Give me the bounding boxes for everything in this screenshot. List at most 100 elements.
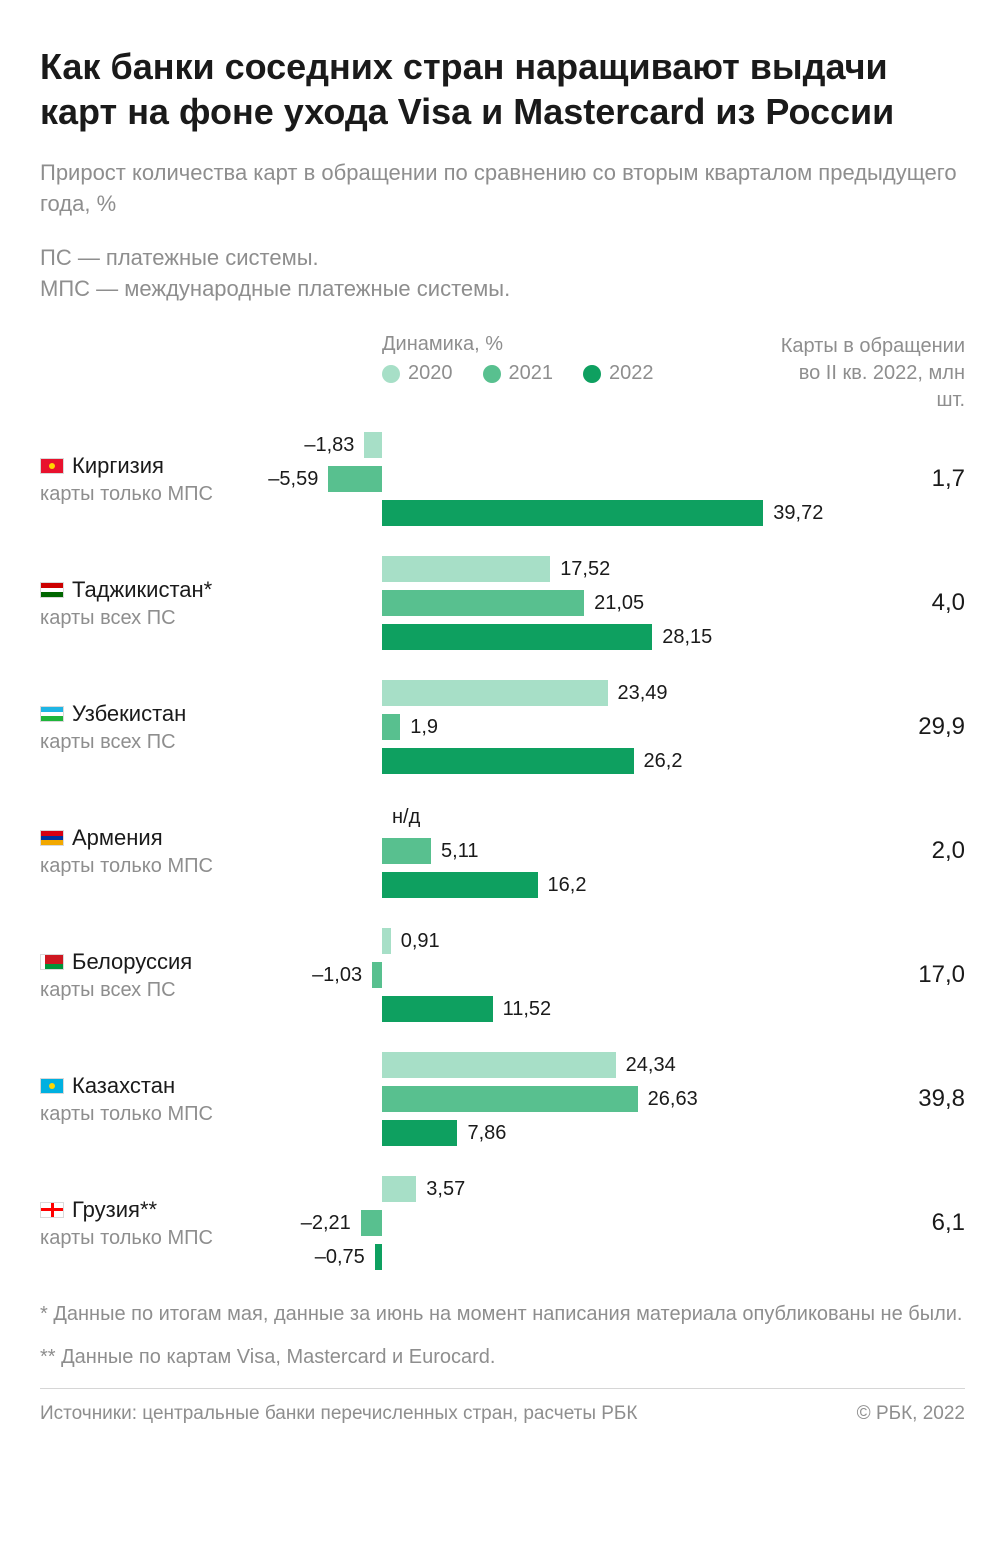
bar-wrap: –1,03 bbox=[292, 962, 772, 988]
bar bbox=[361, 1210, 382, 1236]
bar-wrap: 7,86 bbox=[292, 1120, 772, 1146]
bar bbox=[372, 962, 382, 988]
flag-icon bbox=[40, 1202, 64, 1218]
right-column-header: Карты в обращении во II кв. 2022, млн шт… bbox=[772, 333, 965, 414]
legend-label: 2021 bbox=[509, 362, 554, 385]
legend-item: 2020 bbox=[382, 362, 453, 385]
bar-wrap: 26,2 bbox=[292, 748, 772, 774]
cards-in-circulation-value: 39,8 bbox=[772, 1085, 965, 1113]
glossary-line: ПС — платежные системы. bbox=[40, 242, 965, 274]
bar-wrap: 16,2 bbox=[292, 872, 772, 898]
bar bbox=[382, 748, 634, 774]
legend-label: 2020 bbox=[408, 362, 453, 385]
country-row: Грузия** карты только МПС 3,57 –2,21 –0,75 6… bbox=[40, 1176, 965, 1270]
bar-value-label: 16,2 bbox=[548, 874, 587, 897]
bar bbox=[328, 466, 382, 492]
country-name: Белоруссия bbox=[40, 949, 292, 975]
bar bbox=[382, 996, 493, 1022]
flag-icon bbox=[40, 706, 64, 722]
country-row: Казахстан карты только МПС24,3426,637,86… bbox=[40, 1052, 965, 1146]
country-row: Узбекистан карты всех ПС 23,49 1,9 26,229,9 bbox=[40, 680, 965, 774]
country-label: Белоруссия карты всех ПС bbox=[40, 949, 292, 1002]
source-row: Источники: центральные банки перечисленн… bbox=[40, 1403, 965, 1425]
bar-value-label: –0,75 bbox=[315, 1246, 365, 1269]
legend-item: 2022 bbox=[583, 362, 654, 385]
country-row: Киргизия карты только МПС–1,83–5,5939,72… bbox=[40, 432, 965, 526]
flag-icon bbox=[40, 582, 64, 598]
country-row: Таджикистан* карты всех ПС17,5221,0528,1… bbox=[40, 556, 965, 650]
country-name: Казахстан bbox=[40, 1073, 292, 1099]
bar-wrap: 39,72 bbox=[292, 500, 772, 526]
legend-dot-icon bbox=[483, 365, 501, 383]
bar bbox=[382, 680, 608, 706]
country-label: Узбекистан карты всех ПС bbox=[40, 701, 292, 754]
bar-wrap: н/д bbox=[292, 804, 772, 830]
country-subtitle: карты всех ПС bbox=[40, 607, 292, 630]
country-name: Узбекистан bbox=[40, 701, 292, 727]
bar bbox=[364, 432, 382, 458]
bar-value-label: 21,05 bbox=[594, 592, 644, 615]
country-label: Казахстан карты только МПС bbox=[40, 1073, 292, 1126]
country-label: Армения карты только МПС bbox=[40, 825, 292, 878]
country-subtitle: карты всех ПС bbox=[40, 731, 292, 754]
bar-wrap: 3,57 bbox=[292, 1176, 772, 1202]
legend-label: 2022 bbox=[609, 362, 654, 385]
bar-wrap: –0,75 bbox=[292, 1244, 772, 1270]
country-subtitle: карты только МПС bbox=[40, 1103, 292, 1126]
country-subtitle: карты только МПС bbox=[40, 1227, 292, 1250]
bar-wrap: –1,83 bbox=[292, 432, 772, 458]
bar-value-label: –1,83 bbox=[304, 434, 354, 457]
footnote: ** Данные по картам Visa, Mastercard и E… bbox=[40, 1343, 965, 1372]
country-label: Таджикистан* карты всех ПС bbox=[40, 577, 292, 630]
bar-value-label: 17,52 bbox=[560, 558, 610, 581]
bar-wrap: 26,63 bbox=[292, 1086, 772, 1112]
glossary: ПС — платежные системы. МПС — международ… bbox=[40, 242, 965, 306]
bar bbox=[382, 500, 763, 526]
legend-dot-icon bbox=[583, 365, 601, 383]
bar-wrap: 23,49 bbox=[292, 680, 772, 706]
country-name: Таджикистан* bbox=[40, 577, 292, 603]
bar bbox=[382, 1120, 457, 1146]
bar bbox=[382, 714, 400, 740]
country-name: Грузия** bbox=[40, 1197, 292, 1223]
bar bbox=[375, 1244, 382, 1270]
legend-dot-icon bbox=[382, 365, 400, 383]
bar-value-label: 5,11 bbox=[441, 840, 478, 863]
bar-value-label: 1,9 bbox=[410, 716, 438, 739]
cards-in-circulation-value: 6,1 bbox=[772, 1209, 965, 1237]
country-subtitle: карты всех ПС bbox=[40, 979, 292, 1002]
bar bbox=[382, 928, 391, 954]
bar-wrap: 17,52 bbox=[292, 556, 772, 582]
bars-area: 23,49 1,9 26,2 bbox=[292, 680, 772, 774]
bar bbox=[382, 590, 584, 616]
bar-value-label: 7,86 bbox=[467, 1122, 506, 1145]
legend-title: Динамика, % bbox=[292, 333, 772, 356]
bar bbox=[382, 624, 652, 650]
flag-icon bbox=[40, 458, 64, 474]
bar bbox=[382, 556, 550, 582]
flag-icon bbox=[40, 954, 64, 970]
cards-in-circulation-value: 1,7 bbox=[772, 465, 965, 493]
bar-value-label: 39,72 bbox=[773, 502, 823, 525]
bar-value-label: 23,49 bbox=[618, 682, 668, 705]
bar bbox=[382, 1176, 416, 1202]
divider bbox=[40, 1388, 965, 1389]
legend: Динамика, % 2020 2021 2022 bbox=[292, 333, 772, 385]
bar-wrap: 24,34 bbox=[292, 1052, 772, 1078]
bars-area: н/д 5,11 16,2 bbox=[292, 804, 772, 898]
bar bbox=[382, 838, 431, 864]
country-row: Армения карты только МПСн/д5,1116,22,0 bbox=[40, 804, 965, 898]
chart-subtitle: Прирост количества карт в обращении по с… bbox=[40, 158, 965, 220]
bar-wrap: 5,11 bbox=[292, 838, 772, 864]
bar-value-label: 3,57 bbox=[426, 1178, 465, 1201]
glossary-line: МПС — международные платежные системы. bbox=[40, 273, 965, 305]
bar-wrap: 1,9 bbox=[292, 714, 772, 740]
source-text: Источники: центральные банки перечисленн… bbox=[40, 1403, 637, 1425]
bar-value-label: –2,21 bbox=[301, 1212, 351, 1235]
country-label: Киргизия карты только МПС bbox=[40, 453, 292, 506]
bar-wrap: 11,52 bbox=[292, 996, 772, 1022]
bars-area: 17,5221,0528,15 bbox=[292, 556, 772, 650]
bar-value-label: 26,63 bbox=[648, 1088, 698, 1111]
footnotes: * Данные по итогам мая, данные за июнь н… bbox=[40, 1300, 965, 1372]
cards-in-circulation-value: 29,9 bbox=[772, 713, 965, 741]
